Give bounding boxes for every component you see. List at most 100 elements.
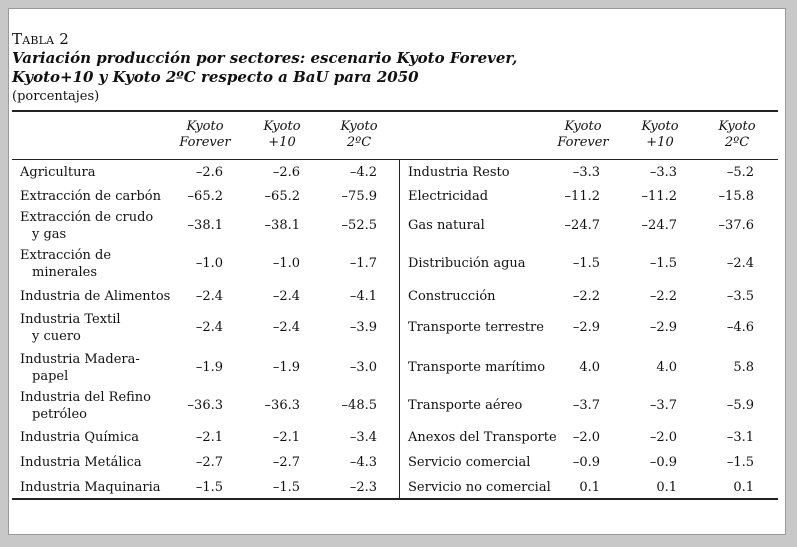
- table-cell: –11.2: [564, 189, 600, 204]
- table-cell: –1.5: [726, 455, 754, 470]
- column-header: Kyoto +10: [641, 119, 679, 150]
- table-cell: –2.4: [195, 289, 223, 304]
- table-cell: –75.9: [341, 189, 377, 204]
- table-cell: –2.2: [572, 289, 600, 304]
- table-cell: –24.7: [564, 218, 600, 233]
- row-label: Industria Madera-papel: [20, 352, 140, 384]
- row-label: Transporte marítimo: [408, 360, 546, 375]
- row-label: Extracción de carbón: [20, 189, 161, 204]
- table-cell: –1.5: [572, 256, 600, 271]
- column-header: Kyoto 2ºC: [340, 119, 378, 150]
- table-cell: –1.9: [272, 360, 300, 375]
- table-cell: –36.3: [264, 398, 300, 413]
- column-header: Kyoto 2ºC: [718, 119, 756, 150]
- row-label: Industria Maquinaria: [20, 480, 161, 495]
- row-label: Gas natural: [408, 218, 485, 233]
- table-number: Tabla 2: [12, 30, 69, 48]
- row-label: Distribución agua: [408, 256, 526, 271]
- row-label: Industria Resto: [408, 165, 510, 180]
- row-label: Anexos del Transporte: [408, 430, 557, 445]
- table-cell: –3.1: [726, 430, 754, 445]
- table-cell: –2.6: [272, 165, 300, 180]
- table-cell: –3.4: [349, 430, 377, 445]
- table-frame: [8, 8, 786, 535]
- table-cell: –3.0: [349, 360, 377, 375]
- table-cell: –38.1: [187, 218, 223, 233]
- row-label: Industria del Refino petróleo: [20, 390, 152, 422]
- table-cell: –2.4: [272, 289, 300, 304]
- table-cell: –2.0: [649, 430, 677, 445]
- row-label: Industria de Alimentos: [20, 289, 171, 304]
- header-rule: [12, 159, 778, 160]
- row-label: Industria Metálica: [20, 455, 142, 470]
- table-cell: –3.9: [349, 320, 377, 335]
- table-cell: –2.9: [572, 320, 600, 335]
- table-cell: –2.9: [649, 320, 677, 335]
- table-cell: 0.1: [579, 480, 600, 495]
- table-cell: –3.3: [649, 165, 677, 180]
- table-cell: –4.2: [349, 165, 377, 180]
- table-cell: –11.2: [641, 189, 677, 204]
- row-label: Construcción: [408, 289, 496, 304]
- table-cell: –15.8: [718, 189, 754, 204]
- table-cell: –1.7: [349, 256, 377, 271]
- table-cell: –2.7: [272, 455, 300, 470]
- table-cell: –2.4: [195, 320, 223, 335]
- table-title-line-1: Variación producción por sectores: escen…: [12, 49, 518, 67]
- column-header: Kyoto Forever: [557, 119, 609, 150]
- table-cell: –2.4: [726, 256, 754, 271]
- row-label: Industria Química: [20, 430, 140, 445]
- table-cell: –1.5: [272, 480, 300, 495]
- table-cell: 0.1: [733, 480, 754, 495]
- table-cell: –2.3: [349, 480, 377, 495]
- table-cell: –48.5: [341, 398, 377, 413]
- table-cell: –0.9: [572, 455, 600, 470]
- column-header: Kyoto +10: [263, 119, 301, 150]
- table-bottom-rule: [12, 498, 778, 500]
- table-cell: –5.2: [726, 165, 754, 180]
- table-unit: (porcentajes): [12, 89, 100, 104]
- table-cell: –1.5: [195, 480, 223, 495]
- table-cell: 0.1: [656, 480, 677, 495]
- table-cell: –0.9: [649, 455, 677, 470]
- table-cell: –5.9: [726, 398, 754, 413]
- row-label: Electricidad: [408, 189, 489, 204]
- table-cell: –24.7: [641, 218, 677, 233]
- table-cell: –2.1: [272, 430, 300, 445]
- row-label: Agricultura: [20, 165, 96, 180]
- table-cell: –3.7: [572, 398, 600, 413]
- table-cell: –52.5: [341, 218, 377, 233]
- table-cell: –3.7: [649, 398, 677, 413]
- table-cell: –2.2: [649, 289, 677, 304]
- table-cell: –36.3: [187, 398, 223, 413]
- row-label: Extracción de minerales: [20, 248, 112, 280]
- row-label: Servicio comercial: [408, 455, 531, 470]
- row-label: Servicio no comercial: [408, 480, 551, 495]
- table-title-line-2: Kyoto+10 y Kyoto 2ºC respecto a BaU para…: [12, 68, 419, 86]
- row-label: Extracción de crudo y gas: [20, 210, 154, 242]
- table-cell: –1.0: [272, 256, 300, 271]
- row-label: Industria Textil y cuero: [20, 312, 121, 344]
- table-cell: –2.1: [195, 430, 223, 445]
- table-top-rule: [12, 110, 778, 112]
- table-cell: –65.2: [187, 189, 223, 204]
- table-cell: 5.8: [733, 360, 754, 375]
- table-cell: –65.2: [264, 189, 300, 204]
- table-cell: –3.3: [572, 165, 600, 180]
- table-cell: –1.0: [195, 256, 223, 271]
- table-cell: –4.3: [349, 455, 377, 470]
- table-cell: –2.4: [272, 320, 300, 335]
- row-label: Transporte aéreo: [408, 398, 523, 413]
- table-cell: –3.5: [726, 289, 754, 304]
- table-cell: –37.6: [718, 218, 754, 233]
- table-cell: –2.7: [195, 455, 223, 470]
- table-caption: Tabla 2 Variación producción por sectore…: [12, 30, 772, 106]
- table-cell: –2.0: [572, 430, 600, 445]
- table-cell: –4.6: [726, 320, 754, 335]
- column-header: Kyoto Forever: [179, 119, 231, 150]
- table-cell: –1.5: [649, 256, 677, 271]
- row-label: Transporte terrestre: [408, 320, 544, 335]
- table-cell: –38.1: [264, 218, 300, 233]
- table-cell: –4.1: [349, 289, 377, 304]
- column-divider: [399, 160, 400, 498]
